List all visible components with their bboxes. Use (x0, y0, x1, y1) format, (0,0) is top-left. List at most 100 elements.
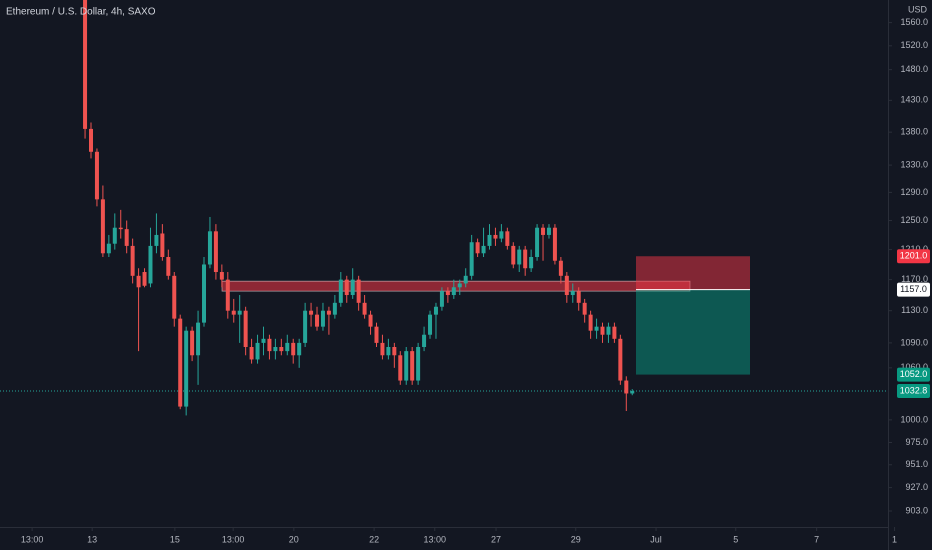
candle-body (445, 291, 450, 296)
x-tick-label: 27 (491, 534, 501, 544)
candle-body (564, 275, 569, 296)
candle-body (136, 275, 141, 288)
candle-body (344, 279, 349, 296)
y-tick-label: 1000.0 (900, 414, 928, 424)
candle-body (493, 234, 498, 239)
candle-body (457, 283, 462, 288)
y-tick-label: 1060.0 (900, 362, 928, 372)
candle-body (178, 318, 183, 407)
candle-body (243, 310, 248, 347)
candle-body (213, 231, 218, 273)
x-tick-label: 29 (571, 534, 581, 544)
stop-zone (636, 256, 750, 290)
candle-body (279, 346, 284, 352)
candle-body (320, 310, 325, 327)
y-tick-label: 951.0 (905, 459, 928, 469)
candle-body (332, 302, 337, 315)
price-label-box (897, 282, 930, 297)
candle-body (89, 128, 94, 152)
candle-body (231, 310, 236, 315)
y-tick-label: 1480.0 (900, 64, 928, 74)
candle-body (558, 260, 563, 276)
candle-body (297, 342, 302, 356)
candle-body (422, 334, 427, 347)
axes: 1560.0 1520.0 1480.0 1430.0 1380.0 1330.0 1290… (21, 17, 930, 544)
y-tick-label: 1290.0 (900, 187, 928, 197)
y-tick-label: 1170.0 (901, 274, 928, 284)
candle-body (83, 0, 88, 129)
candle-body (106, 243, 111, 254)
y-tick-label: 1330.0 (900, 159, 928, 169)
y-tick-label: 1250.0 (900, 215, 928, 225)
candle-body (612, 326, 617, 339)
candle-body (469, 242, 474, 276)
candle-body (594, 326, 599, 331)
candle-body (190, 330, 195, 356)
price-label: 1201.0 (900, 251, 928, 261)
candle-body (588, 314, 593, 331)
candle-body (386, 346, 391, 356)
x-tick-label: 1 (892, 534, 897, 544)
candle-body (433, 306, 438, 315)
candle-body (505, 231, 510, 246)
candle-body (261, 338, 266, 343)
chart-title: Ethereum / U.S. Dollar, 4h, SAXO (6, 7, 156, 18)
candle-body (451, 287, 456, 296)
target-zone (636, 289, 750, 375)
candle-body (392, 346, 397, 356)
x-tick-label: 13 (87, 534, 97, 544)
price-label: 1032.8 (900, 385, 928, 395)
candle-body (225, 279, 230, 311)
y-tick-label: 1520.0 (900, 40, 928, 50)
candle-body (380, 342, 385, 356)
y-tick-label: 1430.0 (900, 95, 928, 105)
currency-label: USD (908, 4, 928, 14)
candle-body (309, 310, 314, 315)
plot-area (0, 0, 888, 416)
candle-body (207, 231, 212, 265)
candle-body (196, 322, 201, 356)
price-label-box (897, 384, 930, 399)
candle-body (481, 245, 486, 254)
candle-body (255, 342, 260, 360)
candle-body (303, 310, 308, 343)
candle-body (124, 229, 129, 246)
candle-body (374, 326, 379, 343)
candle-body (410, 351, 415, 381)
candle-body (315, 314, 320, 327)
candle-body (285, 342, 290, 352)
candle-body (356, 279, 361, 303)
x-tick-label: 20 (289, 534, 299, 544)
x-tick-label: 5 (733, 534, 738, 544)
candle-body (398, 355, 403, 381)
price-label: 1157.0 (900, 284, 927, 294)
candle-body (130, 245, 135, 276)
x-tick-label: 13:00 (21, 534, 44, 544)
candle-body (546, 227, 551, 235)
candle-body (219, 272, 224, 280)
candle-body (523, 249, 528, 269)
candle-body (475, 242, 480, 254)
y-tick-label: 1130.0 (901, 305, 928, 315)
candle-body (618, 338, 623, 381)
candle-body (142, 272, 147, 286)
candle-body (439, 291, 444, 307)
y-tick-label: 1090.0 (900, 337, 928, 347)
price-label-box (897, 367, 930, 382)
candle-body (273, 346, 278, 352)
candle-body (94, 151, 99, 200)
resistance-zone (221, 280, 691, 292)
candle-body (416, 346, 421, 381)
y-tick-label: 1380.0 (900, 127, 928, 137)
candle-body (487, 234, 492, 246)
candle-body (582, 302, 587, 315)
candle-body (160, 233, 165, 258)
y-tick-label: 1210.0 (900, 244, 928, 254)
x-tick-label: 13:00 (222, 534, 245, 544)
candle-body (552, 227, 557, 261)
x-tick-label: 13:00 (424, 534, 447, 544)
candle-body (606, 326, 611, 335)
candle-body (517, 249, 522, 265)
